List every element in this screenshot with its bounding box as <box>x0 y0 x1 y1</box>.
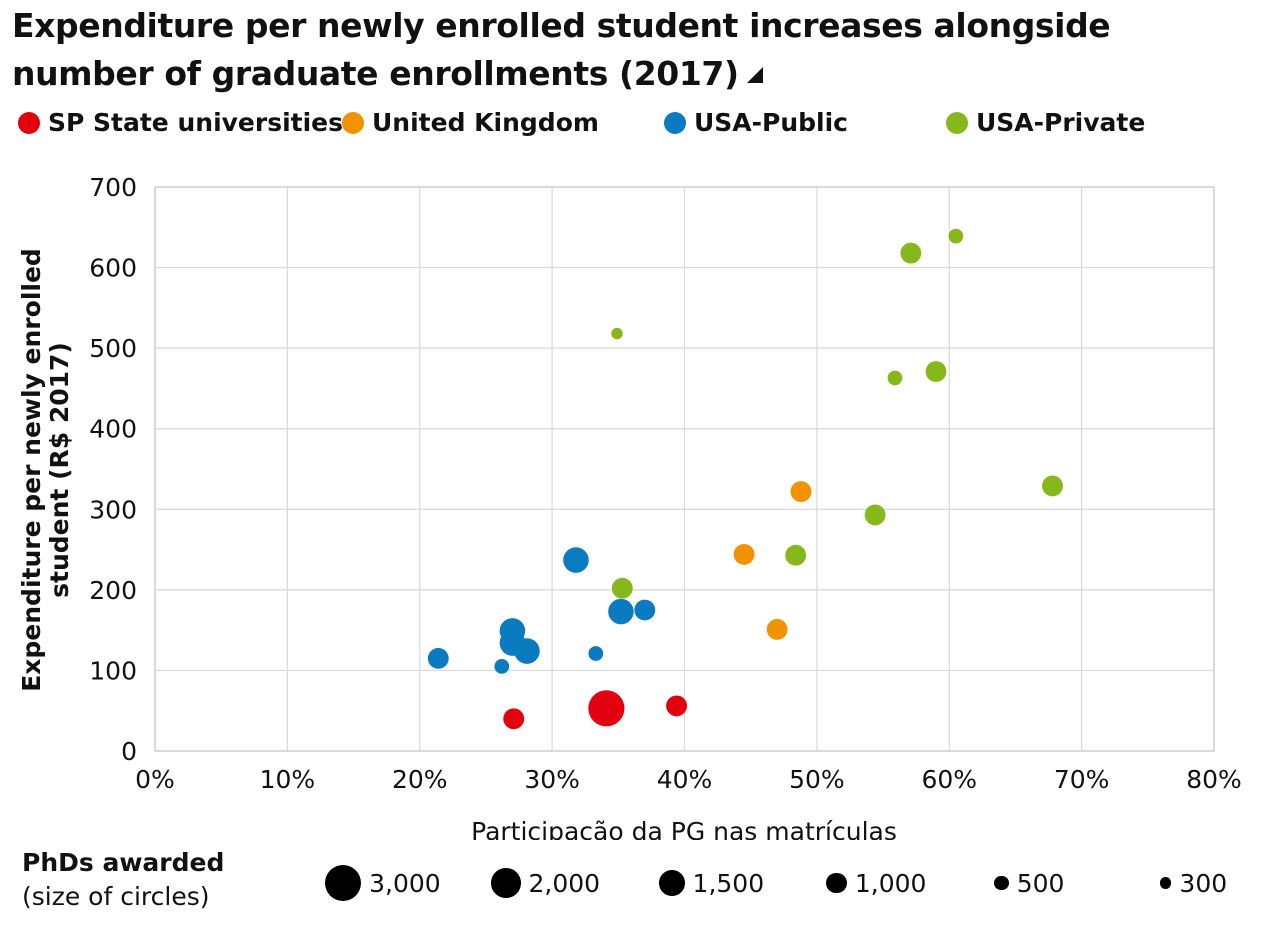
x-tick-label: 80% <box>1186 765 1242 794</box>
data-point <box>900 242 922 264</box>
x-tick-label: 10% <box>260 765 316 794</box>
corner-triangle-icon <box>746 67 763 83</box>
x-tick-label: 60% <box>921 765 977 794</box>
size-legend-item: 2,000 <box>491 866 600 900</box>
size-legend-circle <box>826 872 847 894</box>
size-legend-label: 300 <box>1179 868 1228 898</box>
data-points <box>427 228 1063 730</box>
data-point <box>588 690 625 727</box>
x-tick-label: 40% <box>657 765 713 794</box>
legend-label-usa-private: USA-Private <box>976 108 1146 137</box>
legend-swatch-sp-state <box>18 111 40 134</box>
size-legend-label: 1,500 <box>692 868 765 898</box>
x-axis-tick-labels: 0% 10% 20% 30% 40% 50% 60% 70% 80% <box>135 765 1242 794</box>
y-tick-label: 200 <box>89 576 137 605</box>
x-tick-label: 50% <box>789 765 845 794</box>
y-axis-label-line-1: Expenditure per newly enrolled <box>17 248 46 692</box>
data-point <box>925 361 947 382</box>
chart-title-line-2-text: number of graduate enrollments (2017) <box>12 54 739 93</box>
y-tick-label: 600 <box>89 254 137 283</box>
data-point <box>785 544 807 566</box>
size-legend-label: 500 <box>1016 868 1065 898</box>
size-legend-item: 500 <box>994 866 1064 900</box>
legend-swatch-united-kingdom <box>342 111 364 134</box>
size-legend-title: PhDs awarded (size of circles) <box>22 846 224 914</box>
size-legend-item: 3,000 <box>325 864 441 902</box>
series-sp-state-universities <box>503 690 687 730</box>
data-point <box>563 547 589 573</box>
grid-lines <box>154 186 1215 752</box>
series-united-kingdom <box>733 481 812 640</box>
size-legend-subtitle: (size of circles) <box>22 882 210 911</box>
series-usa-public <box>427 547 656 674</box>
data-point <box>1042 475 1063 497</box>
x-tick-label: 30% <box>524 765 580 794</box>
data-point <box>948 228 964 244</box>
size-legend-circle <box>1160 877 1172 889</box>
size-legend-circle <box>994 875 1009 891</box>
legend-item-usa-private: USA-Private <box>946 108 1145 137</box>
size-legend-item: 1,000 <box>826 866 926 900</box>
size-legend-item: 300 <box>1160 866 1227 900</box>
legend-label-sp-state: SP State universities <box>48 108 344 137</box>
chart-title-line-2: number of graduate enrollments (2017) <box>12 50 1252 98</box>
legend-label-usa-public: USA-Public <box>694 108 849 137</box>
size-legend-item: 1,500 <box>659 866 764 900</box>
legend-swatch-usa-private <box>946 111 968 134</box>
size-legend-title-bold: PhDs awarded <box>22 848 225 877</box>
size-legend-label: 1,000 <box>854 868 927 898</box>
data-point <box>790 481 812 502</box>
data-point <box>514 638 540 664</box>
color-legend: SP State universities United Kingdom USA… <box>0 108 1267 148</box>
size-legend-label: 3,000 <box>369 868 441 898</box>
x-tick-label: 20% <box>392 765 448 794</box>
size-legend-circle <box>325 864 362 902</box>
size-legend-circle <box>491 868 521 898</box>
size-legend-circle <box>659 870 685 896</box>
legend-item-united-kingdom: United Kingdom <box>342 108 599 137</box>
y-tick-label: 0 <box>121 737 137 766</box>
legend-swatch-usa-public <box>664 111 686 134</box>
data-point <box>427 647 449 669</box>
legend-item-usa-public: USA-Public <box>664 108 848 137</box>
y-tick-label: 300 <box>89 495 137 524</box>
legend-label-united-kingdom: United Kingdom <box>372 108 599 137</box>
data-point <box>666 695 687 717</box>
chart-title-line-1: Expenditure per newly enrolled student i… <box>12 6 1111 45</box>
data-point <box>733 543 755 565</box>
y-axis-label: Expenditure per newly enrolled student (… <box>17 248 74 692</box>
x-tick-label: 70% <box>1054 765 1110 794</box>
data-point <box>864 504 886 526</box>
data-point <box>611 577 633 599</box>
data-point <box>494 659 510 674</box>
y-tick-label: 500 <box>89 334 137 363</box>
data-point <box>766 618 788 640</box>
chart-title: Expenditure per newly enrolled student i… <box>12 2 1252 98</box>
data-point <box>503 708 525 730</box>
x-axis-label: Participação da PG nas matrículas <box>471 817 897 840</box>
data-point <box>887 370 903 386</box>
data-point <box>588 646 604 661</box>
scatter-chart: 0% 10% 20% 30% 40% 50% 60% 70% 80% 0 100 200 300 400… <box>17 173 1242 840</box>
legend-item-sp-state: SP State universities <box>18 108 343 137</box>
plot-area-border <box>154 186 1215 752</box>
y-axis-label-line-2: student (R$ 2017) <box>45 342 74 598</box>
y-tick-label: 400 <box>89 415 137 444</box>
y-tick-label: 700 <box>89 173 137 202</box>
data-point <box>611 327 623 340</box>
series-usa-private <box>611 228 1063 599</box>
y-axis-tick-labels: 0 100 200 300 400 500 600 700 <box>89 173 137 766</box>
data-point <box>634 599 656 621</box>
y-tick-label: 100 <box>89 656 137 685</box>
x-tick-label: 0% <box>135 765 175 794</box>
size-legend-label: 2,000 <box>528 868 601 898</box>
data-point <box>608 598 634 625</box>
